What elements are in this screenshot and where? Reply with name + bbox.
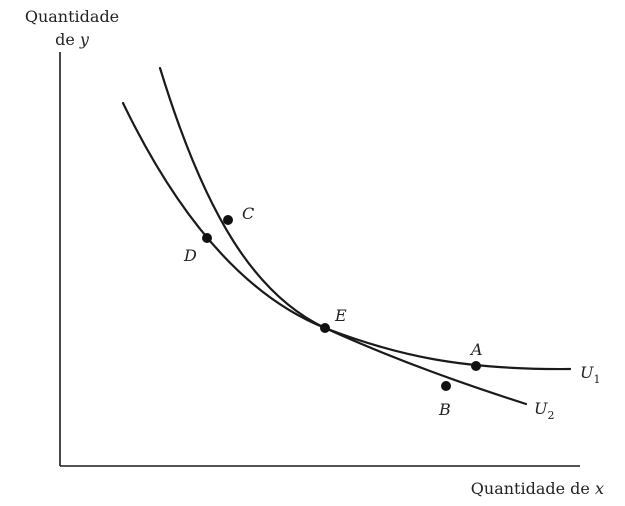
y-axis-label-prefix: de	[55, 30, 80, 49]
x-axis-label: Quantidade de x	[471, 479, 604, 498]
curve-u2-subscript: 2	[547, 409, 554, 422]
curve-label-u2: U2	[534, 399, 554, 422]
curve-u1-subscript: 1	[593, 373, 600, 386]
point-label-c: C	[242, 204, 254, 223]
point-e	[320, 323, 330, 333]
x-axis-label-prefix: Quantidade de	[471, 479, 595, 498]
y-axis-label-line2: de y	[55, 30, 90, 49]
point-label-b: B	[438, 400, 451, 419]
point-d	[202, 233, 212, 243]
curve-u2	[121, 101, 528, 406]
curve-u1-letter: U	[580, 363, 594, 382]
point-label-a: A	[469, 340, 483, 359]
curve-u2-letter: U	[534, 399, 548, 418]
x-axis-label-var: x	[595, 479, 604, 498]
point-label-e: E	[334, 306, 347, 325]
point-label-d: D	[183, 246, 197, 265]
y-axis-label-var: y	[79, 30, 90, 49]
curve-label-u1: U1	[580, 363, 600, 386]
y-axis-label-line1: Quantidade	[25, 7, 119, 26]
point-b	[441, 381, 451, 391]
curve-u1	[158, 66, 572, 371]
point-c	[223, 215, 233, 225]
point-a	[471, 361, 481, 371]
